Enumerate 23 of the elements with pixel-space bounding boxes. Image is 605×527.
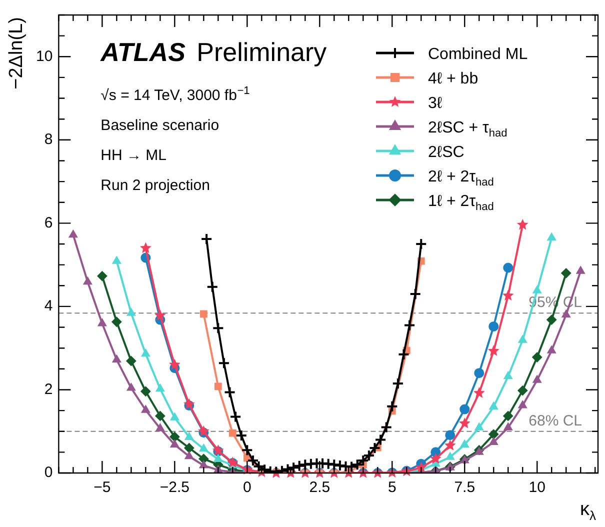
y-tick-label: 10 [36, 48, 53, 65]
x-tick-label: 5 [388, 479, 396, 496]
legend-label: 3ℓ [428, 95, 442, 112]
x-tick-label: 2.5 [309, 479, 330, 496]
legend-label: 4ℓ + bb [428, 70, 478, 88]
y-tick-label: 6 [44, 214, 53, 232]
x-tick-label: 0 [242, 479, 252, 496]
y-axis-title: −2Δln(L) [6, 16, 27, 90]
x-tick-label: −2.5 [160, 479, 190, 496]
legend-label: Combined ML [428, 46, 528, 63]
x-tick-label: 7.5 [454, 479, 476, 496]
text: ATLAS Preliminary [100, 37, 327, 67]
x-tick-label: −5 [94, 479, 111, 496]
x-tick-label: 10 [528, 479, 546, 496]
annotation: HH → ML [100, 147, 167, 164]
y-tick-label: 0 [44, 464, 53, 482]
annotation: Run 2 projection [100, 177, 210, 194]
y-tick-label: 4 [44, 298, 53, 315]
ref-line-label: 68% CL [528, 412, 582, 430]
legend-label: 2ℓSC [428, 144, 464, 161]
y-tick-label: 2 [44, 380, 53, 398]
annotation: Baseline scenario [100, 117, 220, 134]
y-tick-label: 8 [44, 131, 53, 148]
